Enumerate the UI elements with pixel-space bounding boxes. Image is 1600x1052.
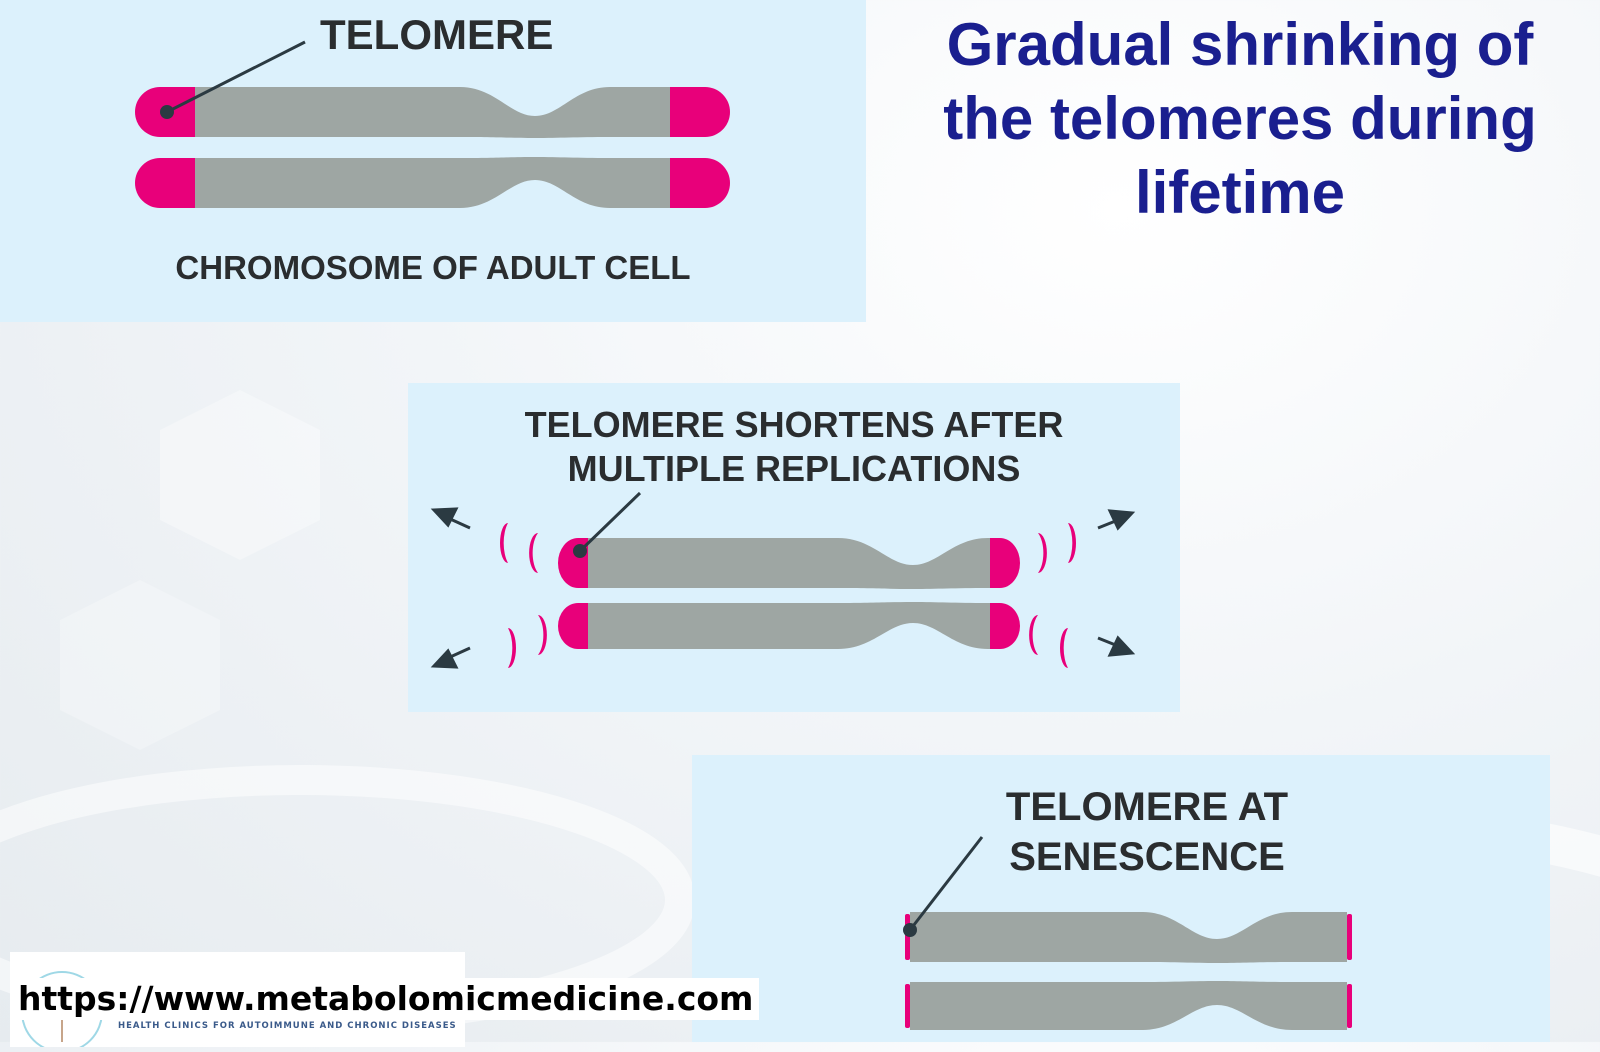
telomere-icon: [135, 158, 195, 208]
panel-adult-chromosome: TELOMERE CHROMOSOME OF ADULT CELL: [0, 0, 866, 322]
page-title: Gradual shrinking of the telomeres durin…: [943, 11, 1537, 226]
telomere-icon: [670, 158, 730, 208]
footer-tagline: HEALTH CLINICS FOR AUTOIMMUNE AND CHRONI…: [118, 1021, 457, 1031]
panel-senescence: TELOMERE AT SENESCENCE: [692, 755, 1550, 1042]
panel-shortening: TELOMERE SHORTENS AFTER MULTIPLE REPLICA…: [408, 383, 1180, 712]
chromosome-icon: [430, 491, 1136, 669]
website-url[interactable]: https://www.metabolomicmedicine.com: [12, 978, 760, 1020]
arrow-icon: [430, 507, 1136, 669]
telomere-icon: [670, 87, 730, 137]
chromosome-icon: [135, 40, 730, 208]
shortening-label-line2: MULTIPLE REPLICATIONS: [567, 448, 1021, 489]
chromosome-icon: [903, 836, 1352, 1030]
senescence-label-line2: SENESCENCE: [1009, 835, 1285, 879]
senescence-label-line1: TELOMERE AT: [1005, 785, 1289, 829]
shortening-label-line1: TELOMERE SHORTENS AFTER: [524, 404, 1064, 445]
adult-chromosome-label: CHROMOSOME OF ADULT CELL: [175, 249, 691, 286]
telomere-label: TELOMERE: [320, 11, 554, 58]
